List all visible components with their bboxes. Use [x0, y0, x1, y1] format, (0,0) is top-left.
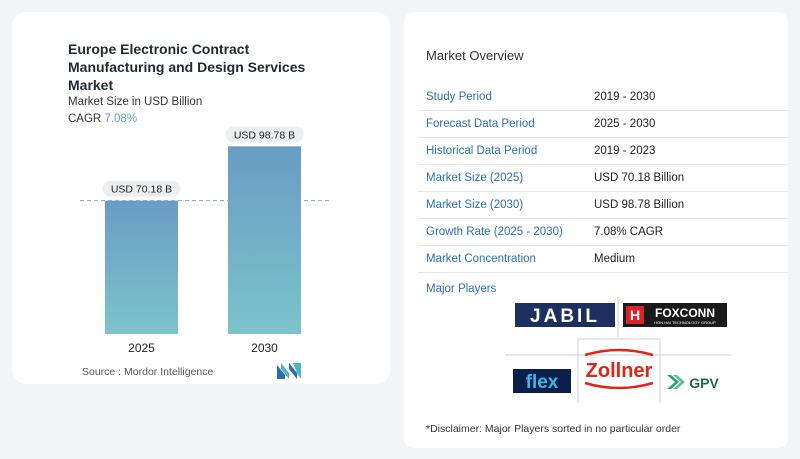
- flex-logo: flex: [513, 369, 571, 393]
- gpv-logo: GPV: [667, 375, 719, 391]
- overview-key: Historical Data Period: [426, 145, 538, 157]
- mordor-intelligence-icon: [277, 363, 301, 379]
- svg-text:H: H: [630, 307, 640, 323]
- data-label-bg: [225, 126, 304, 143]
- zollner-logo-text: Zollner: [586, 360, 653, 382]
- overview-title: Market Overview: [426, 48, 524, 63]
- overview-row-growth-rate: Growth Rate (2025 - 2030) 7.08% CAGR: [418, 219, 788, 246]
- overview-key: Market Concentration: [426, 253, 536, 265]
- zollner-logo: Zollner: [584, 348, 654, 390]
- bar-chart: USD 70.18 B 2025 USD 98.78 B 2030: [80, 126, 330, 355]
- category-label: 2030: [251, 341, 278, 355]
- major-players-title: Major Players: [426, 283, 497, 295]
- overview-row-forecast-period: Forecast Data Period 2025 - 2030: [418, 111, 788, 138]
- foxconn-tagline: HON HAI TECHNOLOGY GROUP: [654, 320, 716, 325]
- overview-row-concentration: Market Concentration Medium: [418, 246, 788, 273]
- overview-value: 2025 - 2030: [594, 118, 656, 130]
- data-label: USD 70.18 B: [111, 184, 172, 196]
- overview-key: Growth Rate (2025 - 2030): [426, 226, 563, 238]
- overview-key: Market Size (2025): [426, 172, 524, 184]
- cagr-label: CAGR: [68, 113, 102, 125]
- data-label-bg: [102, 180, 181, 197]
- overview-key: Study Period: [426, 91, 492, 103]
- overview-key: Market Size (2030): [426, 199, 524, 211]
- chart-card: [12, 12, 390, 384]
- overview-row-size-2030: Market Size (2030) USD 98.78 Billion: [418, 192, 788, 219]
- major-players-grid: JABIL H FOXCONN HON HAI TECHNOLOGY GROUP…: [505, 297, 731, 403]
- foxconn-logo: H FOXCONN HON HAI TECHNOLOGY GROUP: [623, 303, 727, 327]
- overview-value: 7.08% CAGR: [594, 226, 664, 238]
- overview-value: Medium: [594, 253, 635, 265]
- chart-subtitle: Market Size in USD Billion: [68, 96, 203, 108]
- overview-row-study-period: Study Period 2019 - 2030: [418, 84, 788, 111]
- disclaimer: *Disclaimer: Major Players sorted in no …: [426, 423, 681, 435]
- overview-value: USD 70.18 Billion: [594, 172, 685, 184]
- data-label: USD 98.78 B: [234, 129, 295, 141]
- gpv-logo-text: GPV: [689, 375, 719, 391]
- source-note: Source : Mordor Intelligence: [82, 366, 214, 378]
- overview-key: Forecast Data Period: [426, 118, 535, 130]
- chart-cagr: CAGR 7.08%: [68, 113, 137, 125]
- chart-title: Europe Electronic Contract Manufacturing…: [68, 41, 306, 93]
- overview-value: 2019 - 2023: [594, 145, 656, 157]
- overview-table: Study Period 2019 - 2030 Forecast Data P…: [418, 84, 788, 273]
- foxconn-logo-text: FOXCONN: [655, 306, 715, 320]
- bar-2030: [228, 146, 301, 334]
- overview-row-historical-period: Historical Data Period 2019 - 2023: [418, 138, 788, 165]
- overview-card: [404, 12, 788, 448]
- flex-logo-text: flex: [526, 372, 559, 393]
- overview-row-size-2025: Market Size (2025) USD 70.18 Billion: [418, 165, 788, 192]
- jabil-logo-text: JABIL: [530, 306, 600, 327]
- overview-value: USD 98.78 Billion: [594, 199, 685, 211]
- overview-value: 2019 - 2030: [594, 91, 656, 103]
- cagr-value: 7.08%: [104, 113, 138, 125]
- jabil-logo: JABIL: [515, 303, 615, 327]
- bar-2025: [105, 200, 178, 334]
- category-label: 2025: [128, 341, 155, 355]
